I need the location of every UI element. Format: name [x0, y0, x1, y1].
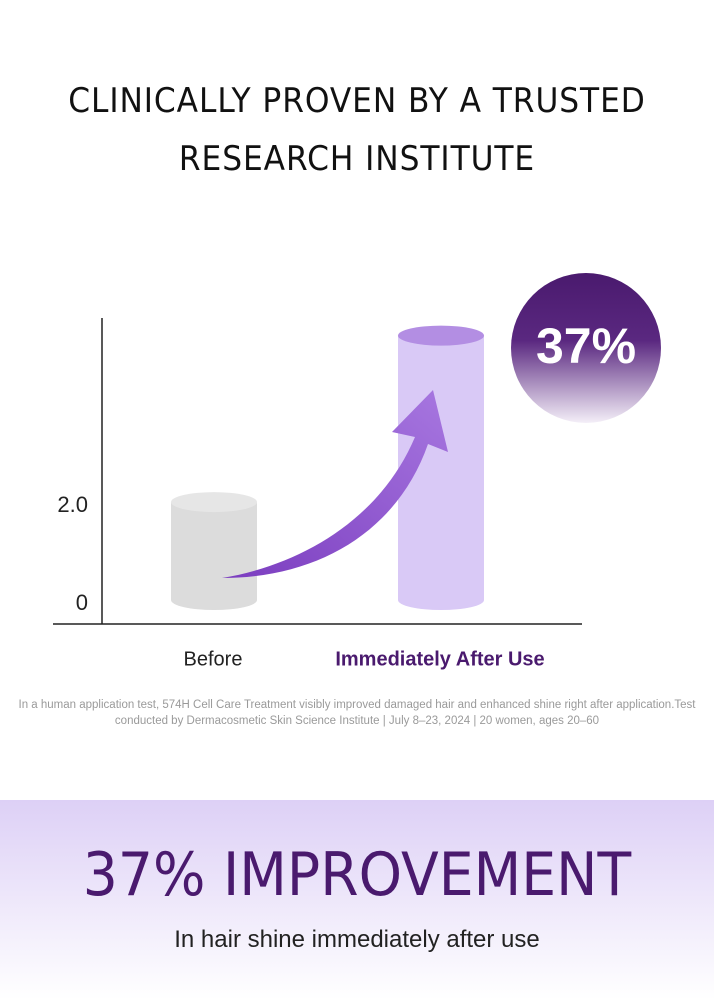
bottom-band [0, 800, 714, 1000]
subheadline: In hair shine immediately after use [174, 926, 540, 953]
y-tick-label: 0 [76, 590, 88, 615]
bars [171, 325, 484, 610]
bar [171, 502, 257, 600]
headline: 37% IMPROVEMENT [82, 840, 632, 910]
growth-arrow [222, 390, 448, 578]
x-tick-label: Immediately After Use [335, 648, 544, 670]
y-tick-label: 2.0 [57, 492, 88, 517]
footnote: In a human application test, 574H Cell C… [18, 699, 696, 727]
bar-top [171, 492, 257, 513]
page-title: CLINICALLY PROVEN BY A TRUSTED RESEARCH … [68, 81, 646, 179]
x-tick-label: Before [184, 648, 243, 670]
badge [511, 273, 661, 423]
bar-top [398, 325, 484, 346]
badge-label: 37% [536, 318, 636, 374]
chart: 37% 0 2.0 Before Immediately After Use [53, 273, 661, 670]
